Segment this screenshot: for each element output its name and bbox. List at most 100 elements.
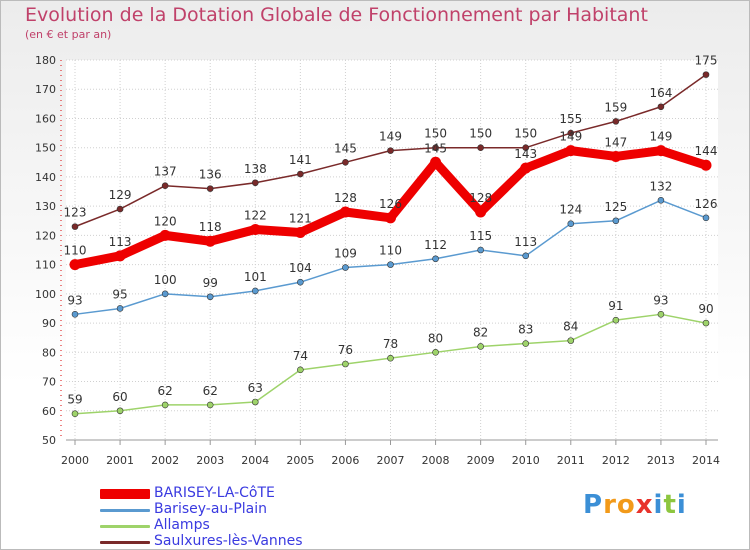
data-label: 95 bbox=[112, 287, 127, 301]
data-label: 80 bbox=[428, 331, 443, 345]
data-label: 175 bbox=[695, 54, 718, 68]
data-label: 63 bbox=[248, 381, 263, 395]
data-point bbox=[297, 170, 304, 178]
y-tick-label: 110 bbox=[35, 259, 56, 272]
x-tick-label: 2014 bbox=[692, 454, 720, 467]
data-point bbox=[294, 226, 306, 238]
data-point bbox=[700, 159, 712, 171]
data-point bbox=[475, 206, 487, 218]
data-label: 155 bbox=[559, 112, 582, 126]
data-label: 101 bbox=[244, 270, 267, 284]
x-tick-label: 2008 bbox=[422, 454, 450, 467]
y-tick-label: 160 bbox=[35, 112, 56, 125]
legend-swatch bbox=[100, 524, 150, 528]
data-label: 118 bbox=[199, 220, 222, 234]
data-point bbox=[567, 220, 575, 227]
data-label: 143 bbox=[514, 147, 537, 161]
data-point bbox=[204, 235, 216, 247]
y-tick-label: 100 bbox=[35, 288, 56, 301]
logo-letter: o bbox=[616, 490, 636, 520]
data-point bbox=[339, 206, 351, 218]
data-label: 149 bbox=[559, 130, 582, 144]
data-point bbox=[610, 150, 622, 162]
data-point bbox=[114, 250, 126, 262]
data-label: 110 bbox=[379, 244, 402, 258]
data-point bbox=[206, 293, 214, 301]
data-label: 145 bbox=[334, 141, 357, 155]
x-tick-label: 2001 bbox=[106, 454, 134, 467]
data-label: 115 bbox=[469, 229, 492, 243]
x-tick-label: 2012 bbox=[602, 454, 630, 467]
data-label: 62 bbox=[203, 384, 218, 398]
y-tick-label: 60 bbox=[42, 405, 56, 418]
data-point bbox=[520, 162, 532, 174]
data-point bbox=[522, 252, 530, 260]
data-point bbox=[116, 305, 124, 312]
y-tick-label: 130 bbox=[35, 200, 56, 213]
data-label: 93 bbox=[653, 293, 668, 307]
x-tick-label: 2013 bbox=[647, 454, 675, 467]
data-label: 93 bbox=[67, 293, 82, 307]
data-point bbox=[567, 337, 575, 344]
data-point bbox=[206, 185, 214, 192]
logo-letter: x bbox=[635, 490, 654, 520]
y-tick-label: 180 bbox=[35, 54, 56, 67]
y-tick-label: 140 bbox=[35, 171, 56, 184]
data-label: 91 bbox=[608, 299, 623, 313]
data-point bbox=[206, 401, 214, 409]
legend-label: Allamps bbox=[154, 517, 210, 533]
y-tick-label: 80 bbox=[42, 346, 56, 359]
data-label: 164 bbox=[649, 86, 672, 100]
x-tick-label: 2005 bbox=[286, 454, 314, 467]
data-point bbox=[477, 343, 484, 350]
data-label: 128 bbox=[469, 191, 492, 205]
x-tick-label: 2002 bbox=[151, 454, 179, 467]
data-point bbox=[522, 340, 530, 347]
data-label: 83 bbox=[518, 323, 533, 337]
data-label: 112 bbox=[424, 238, 447, 252]
data-point bbox=[251, 398, 259, 406]
legend-item: Barisey-au-Plain bbox=[100, 501, 360, 518]
legend-item: Saulxures-lès-Vannes bbox=[100, 533, 360, 550]
data-point bbox=[432, 349, 439, 356]
x-tick-label: 2011 bbox=[557, 454, 585, 467]
data-point bbox=[159, 229, 171, 241]
data-label: 121 bbox=[289, 211, 312, 225]
data-point bbox=[71, 410, 79, 417]
x-tick-label: 2007 bbox=[377, 454, 405, 467]
data-point bbox=[69, 259, 81, 271]
data-label: 136 bbox=[199, 168, 222, 182]
legend-swatch bbox=[100, 489, 150, 499]
data-label: 126 bbox=[695, 197, 718, 211]
data-label: 124 bbox=[559, 203, 582, 217]
logo-letter: r bbox=[603, 490, 617, 520]
data-label: 59 bbox=[67, 393, 82, 407]
data-point bbox=[612, 118, 620, 125]
data-label: 129 bbox=[109, 188, 132, 202]
data-label: 150 bbox=[469, 127, 492, 141]
data-label: 150 bbox=[514, 127, 537, 141]
x-tick-label: 2010 bbox=[512, 454, 540, 467]
data-label: 90 bbox=[698, 302, 713, 316]
data-label: 76 bbox=[338, 343, 353, 357]
x-tick-label: 2004 bbox=[241, 454, 269, 467]
data-label: 74 bbox=[293, 349, 308, 363]
legend-label: BARISEY-LA-CôTE bbox=[154, 485, 275, 501]
x-tick-label: 2006 bbox=[331, 454, 359, 467]
legend-label: Saulxures-lès-Vannes bbox=[154, 533, 303, 549]
data-label: 138 bbox=[244, 162, 267, 176]
data-label: 113 bbox=[109, 235, 132, 249]
data-label: 110 bbox=[64, 244, 87, 258]
data-label: 149 bbox=[379, 130, 402, 144]
y-tick-label: 120 bbox=[35, 229, 56, 242]
data-point bbox=[657, 311, 665, 318]
data-label: 141 bbox=[289, 153, 312, 167]
y-tick-label: 170 bbox=[35, 83, 56, 96]
data-label: 123 bbox=[64, 206, 87, 220]
data-point bbox=[342, 360, 349, 368]
line-chart: 50 60 70 80 90 100 110 120 130 140 150 160 170 180 200… bbox=[35, 54, 720, 467]
data-point bbox=[251, 287, 259, 295]
legend-label: Barisey-au-Plain bbox=[154, 501, 268, 517]
data-label: 128 bbox=[334, 191, 357, 205]
legend-item: BARISEY-LA-CôTE bbox=[100, 485, 360, 502]
